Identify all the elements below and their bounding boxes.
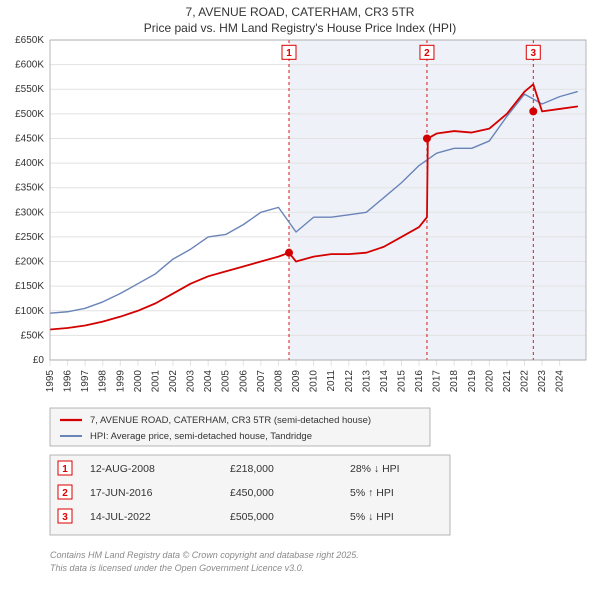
x-tick-label: 2016 (414, 370, 425, 393)
x-tick-label: 2003 (186, 370, 197, 393)
event-dot (423, 134, 431, 142)
y-tick-label: £100K (15, 306, 44, 317)
x-tick-label: 2011 (326, 370, 337, 392)
event-row-delta: 5% ↓ HPI (350, 511, 394, 523)
event-marker-number: 2 (424, 48, 430, 59)
y-tick-label: £200K (15, 257, 44, 268)
x-tick-label: 2022 (519, 370, 530, 393)
event-row-delta: 28% ↓ HPI (350, 463, 400, 475)
x-tick-label: 2012 (344, 370, 355, 393)
chart-svg: 7, AVENUE ROAD, CATERHAM, CR3 5TR Price p… (0, 0, 600, 590)
x-tick-label: 2001 (150, 370, 161, 393)
y-tick-label: £550K (15, 84, 44, 95)
x-tick-label: 2008 (273, 370, 284, 393)
shaded-region (289, 40, 586, 360)
x-tick-label: 1997 (80, 370, 91, 393)
x-tick-label: 2014 (379, 370, 390, 393)
y-tick-label: £650K (15, 35, 44, 46)
event-row-price: £450,000 (230, 487, 274, 499)
x-tick-label: 2021 (502, 370, 513, 393)
y-tick-label: £500K (15, 109, 44, 120)
x-tick-label: 2005 (221, 370, 232, 393)
y-tick-label: £150K (15, 281, 44, 292)
y-tick-label: £300K (15, 207, 44, 218)
x-tick-label: 2017 (432, 370, 443, 393)
x-tick-label: 2009 (291, 370, 302, 393)
event-marker-number: 1 (286, 48, 292, 59)
event-row-price: £505,000 (230, 511, 274, 523)
y-tick-label: £350K (15, 183, 44, 194)
event-marker-number: 3 (530, 48, 536, 59)
legend-label: HPI: Average price, semi-detached house,… (90, 431, 312, 442)
y-tick-label: £600K (15, 60, 44, 71)
event-row-marker-number: 3 (62, 512, 68, 523)
x-tick-label: 1998 (98, 370, 109, 393)
x-tick-label: 2013 (361, 370, 372, 393)
x-tick-label: 2007 (256, 370, 267, 393)
chart-title-line1: 7, AVENUE ROAD, CATERHAM, CR3 5TR (186, 5, 415, 19)
y-tick-label: £400K (15, 158, 44, 169)
event-row-marker-number: 1 (62, 464, 68, 475)
x-tick-label: 1995 (45, 370, 56, 393)
event-row-delta: 5% ↑ HPI (350, 487, 394, 499)
legend: 7, AVENUE ROAD, CATERHAM, CR3 5TR (semi-… (50, 408, 430, 446)
chart-title-line2: Price paid vs. HM Land Registry's House … (144, 21, 456, 35)
y-tick-label: £250K (15, 232, 44, 243)
attribution-line2: This data is licensed under the Open Gov… (50, 563, 304, 573)
x-tick-label: 2019 (467, 370, 478, 393)
y-tick-label: £0 (33, 355, 45, 366)
x-tick-label: 2020 (484, 370, 495, 393)
x-tick-label: 2024 (555, 370, 566, 393)
chart-container: { "title": { "line1": "7, AVENUE ROAD, C… (0, 0, 600, 590)
event-row-date: 12-AUG-2008 (90, 463, 155, 475)
y-tick-label: £50K (21, 330, 45, 341)
event-row-marker-number: 2 (62, 488, 68, 499)
x-tick-label: 1996 (63, 370, 74, 393)
legend-label: 7, AVENUE ROAD, CATERHAM, CR3 5TR (semi-… (90, 415, 371, 426)
x-tick-label: 2015 (396, 370, 407, 393)
event-row-date: 14-JUL-2022 (90, 511, 151, 523)
event-row-price: £218,000 (230, 463, 274, 475)
x-tick-label: 1999 (115, 370, 126, 393)
x-tick-label: 2018 (449, 370, 460, 393)
attribution-line1: Contains HM Land Registry data © Crown c… (50, 550, 359, 560)
event-dot (285, 249, 293, 257)
x-tick-label: 2002 (168, 370, 179, 393)
x-tick-label: 2006 (238, 370, 249, 393)
y-tick-label: £450K (15, 133, 44, 144)
x-tick-label: 2010 (309, 370, 320, 393)
event-dot (529, 107, 537, 115)
x-tick-label: 2004 (203, 370, 214, 393)
event-row-date: 17-JUN-2016 (90, 487, 153, 499)
x-tick-label: 2023 (537, 370, 548, 393)
events-table: 1 12-AUG-2008 £218,000 28% ↓ HPI 2 17-JUN-201… (50, 455, 450, 535)
x-tick-label: 2000 (133, 370, 144, 393)
